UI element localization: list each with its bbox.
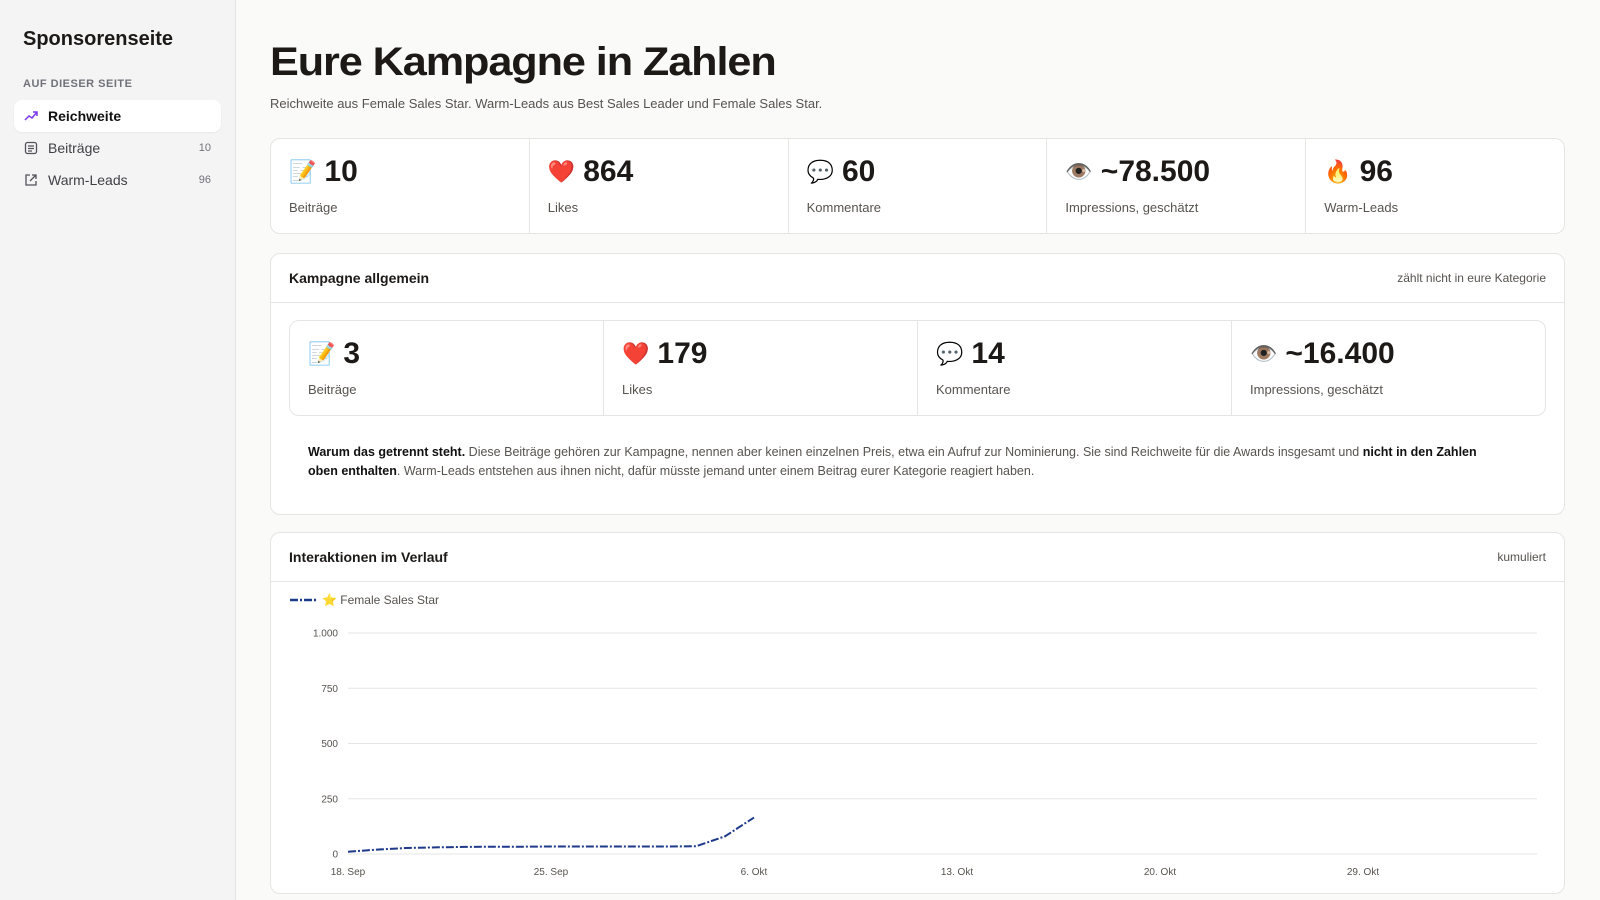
x-tick-label: 13. Okt — [941, 867, 973, 878]
nav-icon — [24, 141, 38, 155]
stat-label: Beiträge — [308, 382, 357, 397]
stat-icon: 💬 — [936, 341, 964, 366]
nav-count: 96 — [198, 174, 211, 186]
explanation-bold: nicht in den Zahlen oben enthalten — [308, 445, 1477, 478]
y-tick-label: 1.000 — [313, 629, 338, 640]
stats-row: 📝 10 Beiträge ❤️ 864 Likes 💬 60 Kommentare 👁️ ~78.… — [271, 139, 1564, 233]
stat-label: Likes — [547, 200, 579, 215]
stat-label: Impressions, geschätzt — [1250, 382, 1383, 397]
sidebar-title: Sponsorenseite — [23, 28, 174, 50]
explanation-text: . Warm-Leads entstehen aus ihnen nicht, … — [396, 464, 1035, 478]
stat-value-row: 📝 10 — [289, 155, 511, 189]
stat-label: Kommentare — [806, 200, 882, 215]
section-label: AUF DIESER SEITE — [23, 78, 133, 90]
sidebar: Sponsorenseite AUF DIESER SEITE Reichwei… — [0, 0, 236, 900]
general-stats: 📝 3 Beiträge ❤️ 179 Likes 💬 14 Kommentare 👁️ ~16.4… — [289, 320, 1546, 416]
y-tick-label: 0 — [332, 850, 338, 861]
stat-value-row: 📝 3 — [308, 337, 585, 371]
nav-label: Beiträge — [48, 140, 101, 156]
page-title: Eure Kampagne in Zahlen — [270, 40, 777, 84]
explanation: Warum das getrennt steht. Diese Beiträge… — [308, 443, 1508, 481]
stat-label: Warm-Leads — [1324, 200, 1399, 215]
stat-icon: ❤️ — [622, 341, 650, 366]
explanation-text: Diese Beiträge gehören zur Kampagne, nen… — [465, 445, 1363, 459]
x-tick-label: 20. Okt — [1144, 867, 1176, 878]
panel-title: Interaktionen im Verlauf — [289, 549, 448, 565]
stat: 🔥 96 Warm-Leads — [1305, 139, 1564, 233]
panel-header: Interaktionen im Verlauf kumuliert — [271, 533, 1564, 582]
stat-label: Likes — [622, 382, 653, 397]
nav-label: Reichweite — [48, 108, 122, 124]
panel-note: kumuliert — [1497, 550, 1546, 564]
stat-value-row: ❤️ 864 — [548, 155, 770, 189]
stat-label: Beiträge — [289, 200, 338, 215]
stat-icon: 👁️ — [1250, 341, 1278, 366]
stat-value: 179 — [657, 337, 708, 370]
chart: 0 250 500 750 1.000 18. Sep 25. Sep 6. Okt 13. O… — [290, 593, 1537, 878]
stat: 📝 3 Beiträge — [290, 321, 603, 415]
stat-label: Kommentare — [936, 382, 1011, 397]
x-tick-label: 18. Sep — [331, 867, 366, 878]
panel-header: Kampagne allgemein zählt nicht in eure K… — [271, 254, 1564, 303]
page-subtitle: Reichweite aus Female Sales Star. Warm-L… — [270, 96, 823, 111]
stat-value: 864 — [583, 155, 634, 188]
nav-item[interactable]: Reichweite — [14, 100, 221, 132]
stat: 💬 60 Kommentare — [787, 139, 1047, 233]
nav-item[interactable]: Beiträge 10 — [14, 132, 221, 164]
stat-icon: ❤️ — [547, 159, 576, 184]
stat-icon: 📝 — [308, 341, 336, 366]
stat-icon: 🔥 — [1324, 159, 1352, 184]
y-tick-label: 250 — [321, 794, 338, 805]
stat-value-row: 💬 60 — [807, 155, 1029, 189]
stat-value-row: 👁️ ~16.400 — [1250, 337, 1527, 371]
stat-value: 3 — [343, 337, 361, 370]
stats-card: 📝 10 Beiträge ❤️ 864 Likes 💬 60 Kommentare 👁️ ~78.… — [270, 138, 1565, 234]
stat-icon: 💬 — [806, 159, 834, 184]
stat: 👁️ ~78.500 Impressions, geschätzt — [1046, 139, 1305, 233]
chart-panel: Interaktionen im Verlauf kumuliert 0 250 5… — [270, 532, 1565, 894]
stat-label: Impressions, geschätzt — [1065, 200, 1199, 215]
stat: ❤️ 179 Likes — [603, 321, 917, 415]
y-tick-label: 500 — [321, 739, 338, 750]
nav-label: Warm-Leads — [48, 172, 128, 188]
stat: 👁️ ~16.400 Impressions, geschätzt — [1231, 321, 1545, 415]
stat-value-row: 🔥 96 — [1324, 155, 1546, 189]
stat-icon: 📝 — [289, 159, 317, 184]
stat-value-row: ❤️ 179 — [622, 337, 899, 371]
stat-value: 60 — [842, 155, 876, 188]
stat: ❤️ 864 Likes — [528, 139, 788, 233]
x-tick-label: 29. Okt — [1347, 867, 1379, 878]
stat: 💬 14 Kommentare — [917, 321, 1231, 415]
nav-item[interactable]: Warm-Leads 96 — [14, 164, 221, 196]
stat-icon: 👁️ — [1065, 159, 1093, 184]
nav-icon — [25, 174, 37, 186]
nav-count: 10 — [198, 142, 211, 154]
stat-value: 14 — [971, 337, 1005, 370]
stat-value-row: 👁️ ~78.500 — [1065, 155, 1287, 189]
y-tick-label: 750 — [321, 684, 338, 695]
stat-value: ~78.500 — [1100, 155, 1211, 188]
stat-value-row: 💬 14 — [936, 337, 1213, 371]
panel-title: Kampagne allgemein — [289, 270, 430, 286]
stat-value: ~16.400 — [1285, 337, 1395, 370]
stat-value: 10 — [324, 155, 358, 188]
series-line — [347, 816, 755, 853]
x-tick-label: 6. Okt — [741, 867, 768, 878]
x-tick-label: 25. Sep — [534, 867, 569, 878]
stat: 📝 10 Beiträge — [271, 139, 529, 233]
stats-row: 📝 3 Beiträge ❤️ 179 Likes 💬 14 Kommentare 👁️ ~16.4… — [290, 321, 1545, 415]
stat-value: 96 — [1359, 155, 1393, 188]
panel-note: zählt nicht in eure Kategorie — [1397, 271, 1546, 285]
general-panel: Kampagne allgemein zählt nicht in eure K… — [270, 253, 1565, 515]
explanation-bold: Warum das getrennt steht. — [308, 445, 466, 459]
legend-label: ⭐ Female Sales Star — [322, 593, 439, 607]
nav-icon — [24, 111, 38, 121]
